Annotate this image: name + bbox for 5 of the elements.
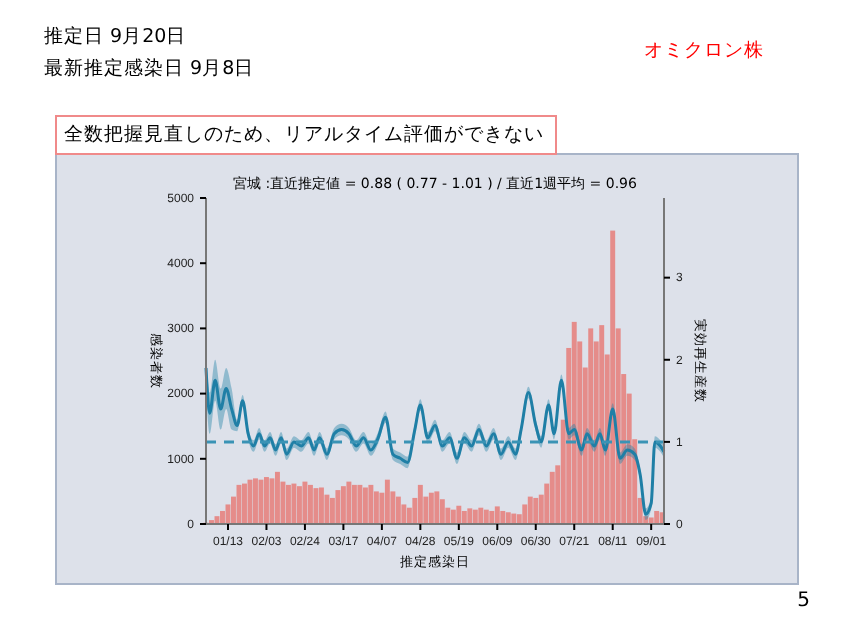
text: 5 (797, 590, 810, 612)
text: 推定日 9月20日 (44, 24, 187, 48)
text: 全数把握見直しのため、リアルタイム評価ができない (64, 122, 544, 146)
text: 最新推定感染日 9月8日 (44, 56, 255, 80)
text: オミクロン株 (644, 38, 764, 62)
